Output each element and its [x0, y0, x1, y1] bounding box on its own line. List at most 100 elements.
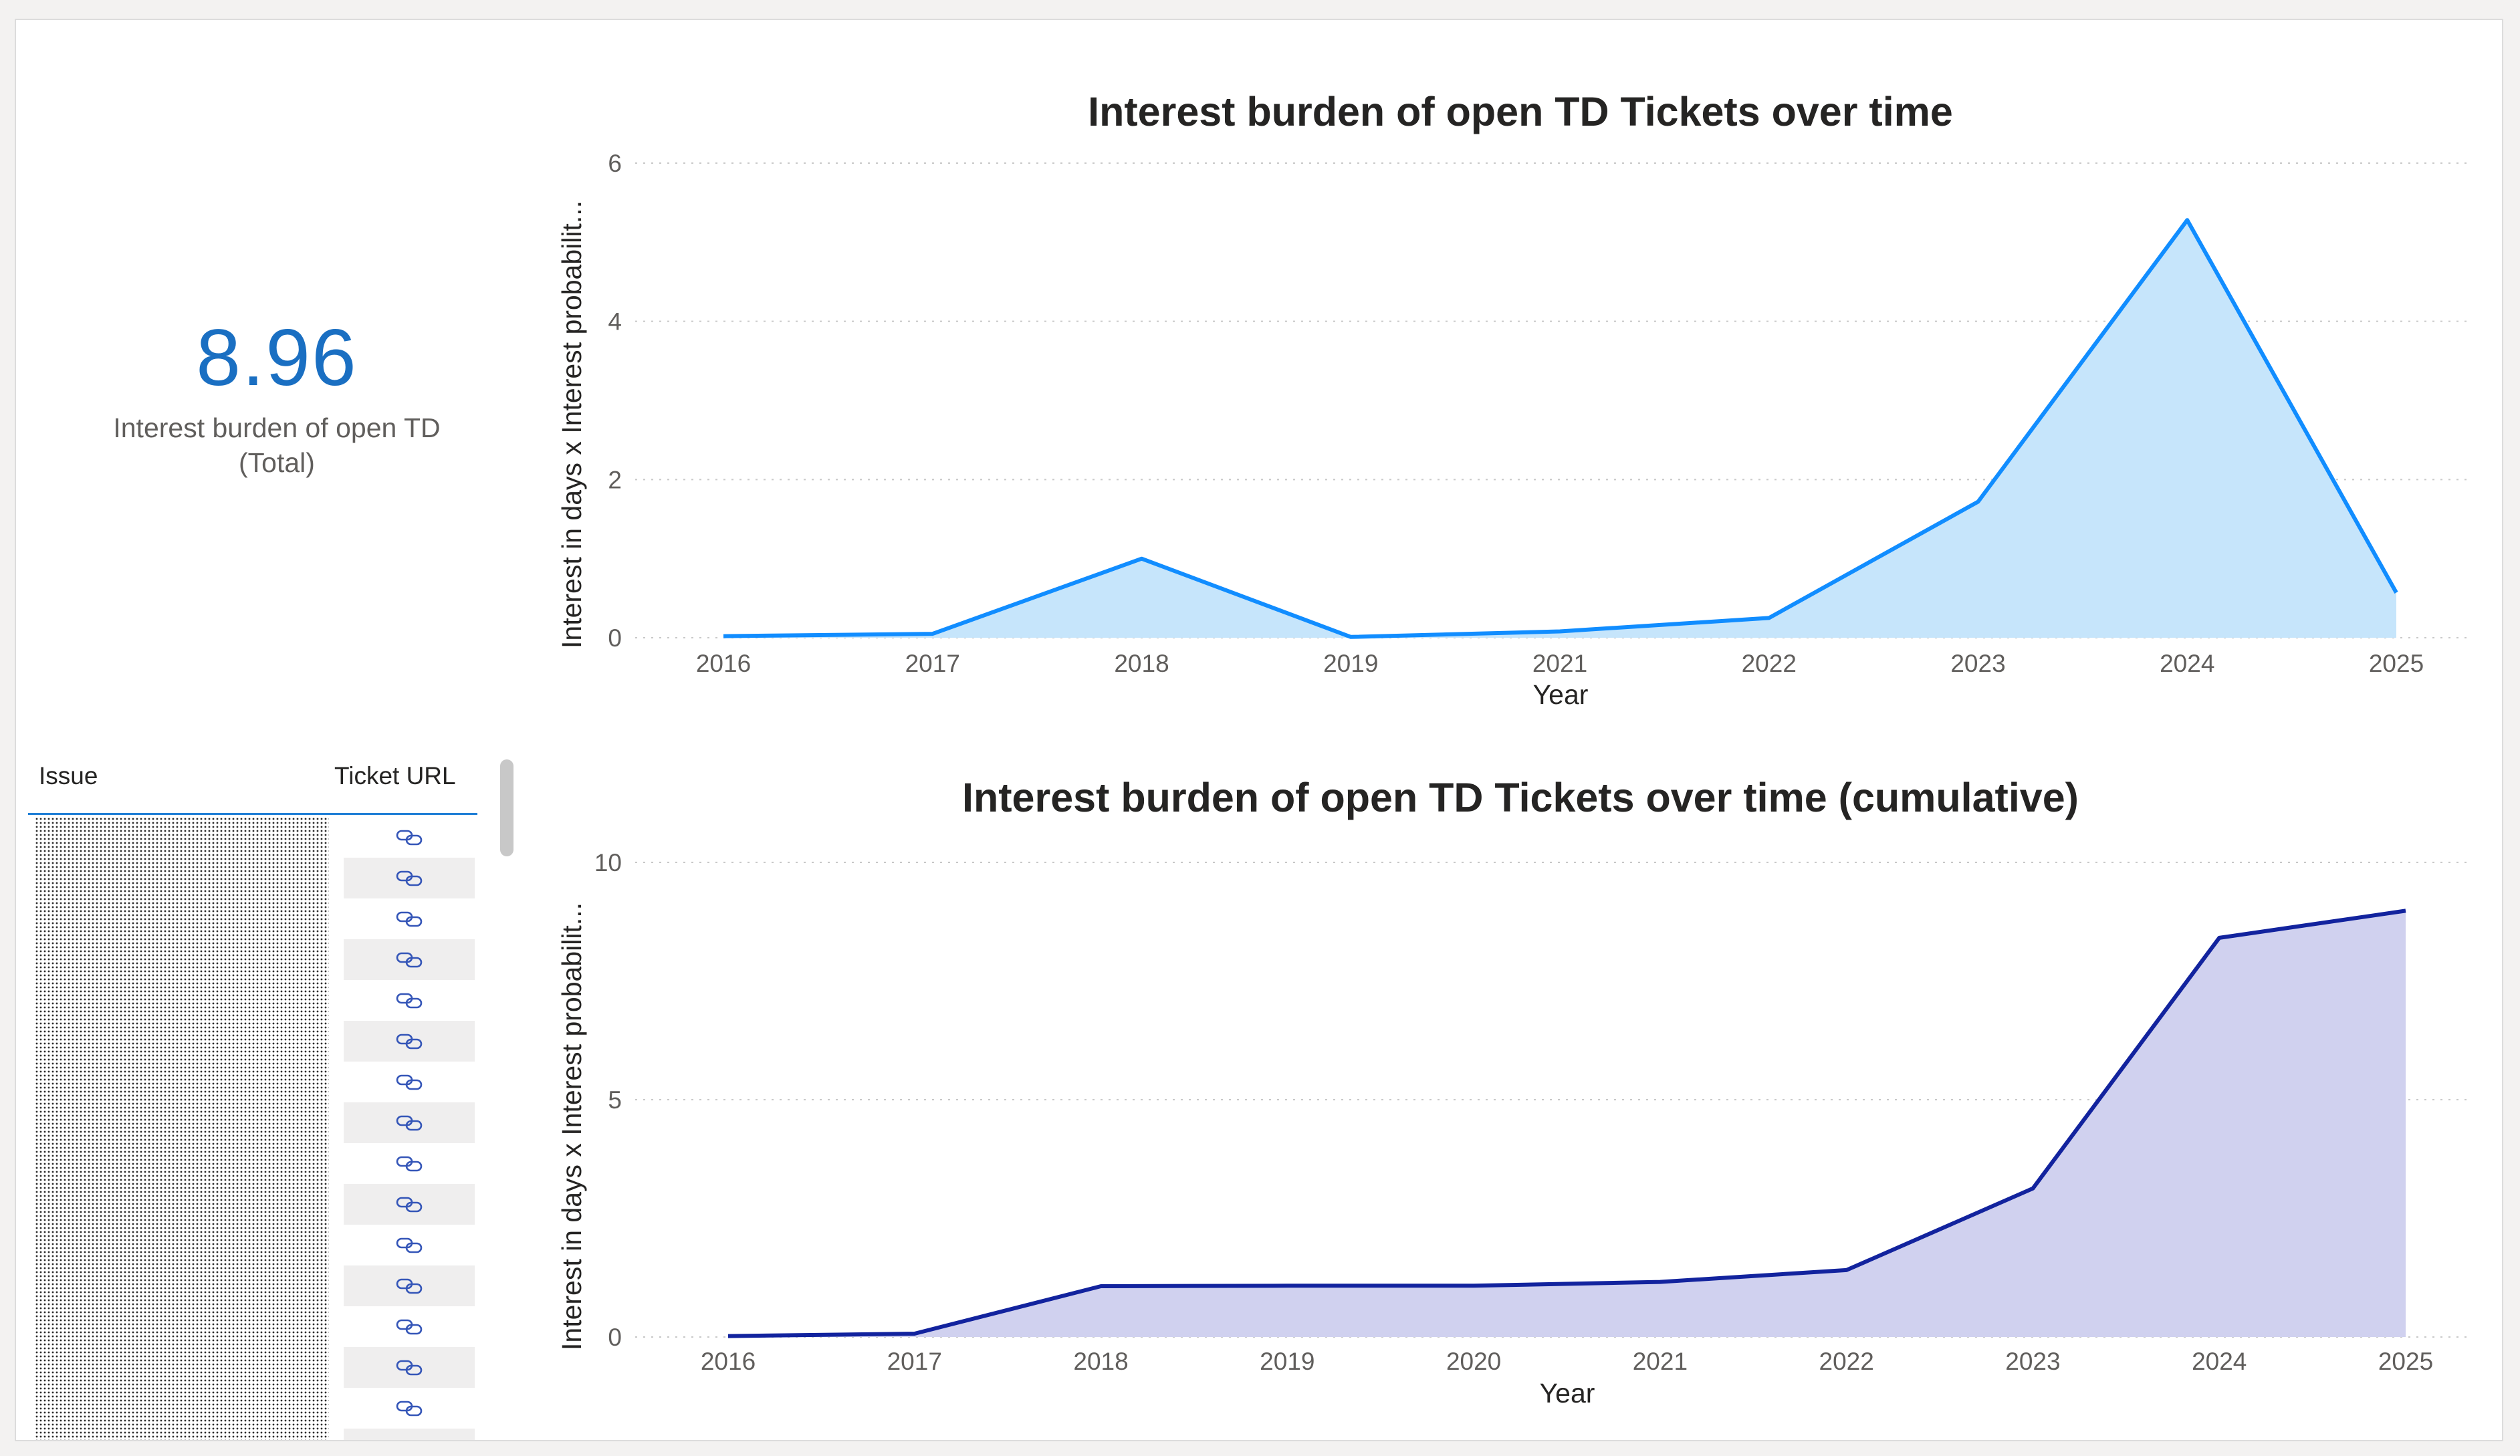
x-tick-label: 2018: [1073, 1348, 1128, 1375]
table-row: [344, 1021, 475, 1062]
link-chain-icon[interactable]: [395, 828, 423, 848]
y-axis-title: Interest in days x Interest probabilit..…: [556, 902, 587, 1350]
y-tick-label: 4: [608, 308, 622, 336]
link-chain-icon[interactable]: [395, 1439, 423, 1441]
x-tick-label: 2025: [2378, 1348, 2433, 1375]
table-row: [344, 980, 475, 1021]
table-row: [344, 1143, 475, 1184]
link-chain-icon[interactable]: [395, 1399, 423, 1419]
x-tick-label: 2019: [1260, 1348, 1314, 1375]
x-tick-label: 2016: [701, 1348, 756, 1375]
table-row: [344, 939, 475, 980]
table-header: Issue Ticket URL: [28, 742, 477, 816]
data-point: [1284, 1283, 1290, 1288]
table-row: [344, 1102, 475, 1143]
x-tick-label: 2020: [1446, 1348, 1501, 1375]
table-row: [344, 817, 475, 858]
table-scrollbar[interactable]: [500, 759, 513, 856]
x-tick-label: 2019: [1323, 650, 1378, 677]
data-point: [1471, 1283, 1476, 1288]
column-header-ticket-url[interactable]: Ticket URL: [334, 762, 456, 790]
x-tick-label: 2024: [2160, 650, 2214, 677]
y-axis-title: Interest in days x Interest probabilit..…: [556, 201, 587, 648]
ticket-table[interactable]: Issue Ticket URL: [28, 742, 516, 1441]
chart-interest-burden-cumulative-svg: Interest burden of open TD Tickets over …: [556, 775, 2469, 1409]
data-point: [1657, 1280, 1663, 1285]
x-tick-label: 2022: [1742, 650, 1797, 677]
table-row: [344, 858, 475, 898]
data-point: [1844, 1267, 1849, 1273]
link-chain-icon[interactable]: [395, 991, 423, 1011]
link-chain-icon[interactable]: [395, 868, 423, 888]
x-tick-label: 2021: [1633, 1348, 1688, 1375]
x-tick-label: 2022: [1819, 1348, 1874, 1375]
x-tick-label: 2017: [887, 1348, 942, 1375]
x-tick-label: 2023: [2005, 1348, 2060, 1375]
kpi-label: Interest burden of open TD (Total): [43, 410, 511, 480]
table-row: [344, 1062, 475, 1102]
y-tick-label: 0: [608, 624, 622, 652]
y-tick-label: 0: [608, 1324, 622, 1351]
kpi-card[interactable]: 8.96 Interest burden of open TD (Total): [43, 314, 511, 480]
link-chain-icon[interactable]: [395, 1195, 423, 1215]
link-chain-icon[interactable]: [395, 1317, 423, 1337]
series-area: [723, 220, 2396, 638]
link-chain-icon[interactable]: [395, 950, 423, 970]
table-row: [344, 1265, 475, 1306]
data-point: [1766, 615, 1772, 620]
series-area: [728, 911, 2406, 1337]
chart-title: Interest burden of open TD Tickets over …: [1088, 89, 1953, 134]
link-chain-icon[interactable]: [395, 909, 423, 929]
chart-interest-burden-svg: Interest burden of open TD Tickets over …: [556, 89, 2469, 710]
y-tick-label: 10: [594, 849, 622, 876]
data-point: [2394, 590, 2399, 596]
link-chain-icon[interactable]: [395, 1113, 423, 1133]
link-chain-icon[interactable]: [395, 1276, 423, 1296]
x-tick-label: 2025: [2369, 650, 2424, 677]
kpi-label-line1: Interest burden of open TD: [113, 412, 441, 443]
table-row: [344, 1347, 475, 1388]
series-line: [727, 908, 2406, 1338]
data-point: [2403, 908, 2408, 913]
report-canvas: 8.96 Interest burden of open TD (Total) …: [15, 19, 2503, 1441]
x-axis-title: Year: [1533, 679, 1589, 710]
data-point: [1139, 556, 1145, 562]
x-tick-label: 2023: [1950, 650, 2005, 677]
kpi-label-line2: (Total): [239, 447, 315, 478]
data-point: [1348, 634, 1353, 640]
chart-title: Interest burden of open TD Tickets over …: [962, 775, 2079, 820]
x-tick-label: 2018: [1114, 650, 1169, 677]
y-tick-label: 5: [608, 1086, 622, 1114]
table-row: [344, 1184, 475, 1225]
x-tick-label: 2017: [905, 650, 960, 677]
link-chain-icon[interactable]: [395, 1358, 423, 1378]
table-row: [344, 1306, 475, 1347]
data-point: [1557, 629, 1563, 634]
link-chain-icon[interactable]: [395, 1154, 423, 1174]
y-tick-label: 2: [608, 466, 622, 493]
issue-column-redacted: [35, 817, 329, 1440]
x-tick-label: 2024: [2192, 1348, 2247, 1375]
x-axis-title: Year: [1540, 1378, 1595, 1409]
column-header-issue[interactable]: Issue: [39, 762, 98, 790]
link-chain-icon[interactable]: [395, 1032, 423, 1052]
kpi-value: 8.96: [196, 313, 358, 402]
table-body: [28, 817, 477, 1441]
chart-interest-burden-cumulative: Interest burden of open TD Tickets over …: [524, 762, 2497, 1440]
table-row: [344, 1388, 475, 1429]
data-point: [912, 1331, 917, 1336]
table-row: [344, 1225, 475, 1265]
series-line: [723, 218, 2398, 639]
link-chain-icon[interactable]: [395, 1072, 423, 1092]
x-tick-label: 2021: [1532, 650, 1587, 677]
table-row: [344, 1429, 475, 1441]
y-tick-label: 6: [608, 150, 622, 177]
link-chain-icon[interactable]: [395, 1235, 423, 1255]
chart-interest-burden: Interest burden of open TD Tickets over …: [524, 60, 2497, 722]
data-point: [2216, 935, 2222, 941]
x-tick-label: 2016: [696, 650, 751, 677]
data-point: [725, 1334, 731, 1339]
data-point: [1976, 499, 1981, 504]
table-row: [344, 898, 475, 939]
header-divider: [28, 813, 477, 815]
